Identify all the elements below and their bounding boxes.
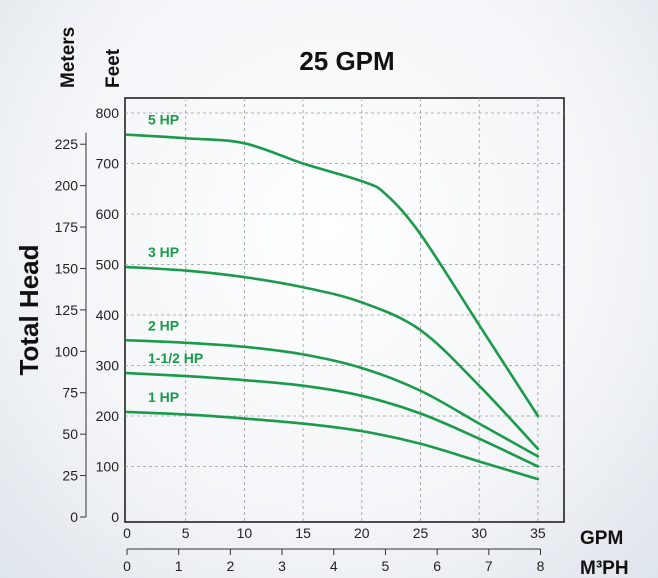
y-tick-label-meters: 0	[70, 509, 78, 525]
y-tick-label-feet: 300	[96, 358, 120, 374]
y-tick-label-feet: 600	[96, 206, 120, 222]
chart-title: 25 GPM	[299, 46, 394, 76]
gpm-unit-label: GPM	[580, 528, 623, 549]
x-tick-label-m3ph: 5	[382, 558, 390, 574]
series-line	[125, 338, 540, 458]
series-lines	[125, 133, 540, 481]
x-tick-label-m3ph: 0	[123, 558, 131, 574]
y-tick-label-feet: 500	[96, 257, 120, 273]
feet-unit-label: Feet	[103, 48, 124, 88]
y-tick-label-meters: 225	[55, 136, 79, 152]
y-tick-label-meters: 75	[62, 385, 78, 401]
plot-frame	[124, 97, 565, 523]
x-tick-label-gpm: 30	[471, 525, 487, 541]
x-tick-label-m3ph: 7	[485, 558, 493, 574]
y-tick-label-feet: 100	[96, 459, 120, 475]
series-line	[125, 410, 540, 481]
series-labels: 5 HP 3 HP 2 HP 1-1/2 HP 1 HP	[148, 112, 203, 405]
y-tick-label-feet: 200	[96, 408, 120, 424]
ticks: 0100200300400500600700800025507510012515…	[55, 105, 546, 574]
m3ph-unit-label: M³PH	[580, 558, 629, 578]
series-label: 5 HP	[148, 112, 179, 128]
x-tick-label-m3ph: 6	[433, 558, 441, 574]
y-tick-label-meters: 100	[55, 343, 79, 359]
y-axis-title: Total Head	[14, 245, 44, 376]
x-tick-label-m3ph: 4	[330, 558, 338, 574]
x-tick-label-gpm: 35	[530, 525, 546, 541]
meters-unit-label: Meters	[58, 27, 79, 88]
x-tick-label-gpm: 10	[237, 525, 253, 541]
x-tick-label-m3ph: 1	[175, 558, 183, 574]
x-tick-label-m3ph: 3	[278, 558, 286, 574]
x-tick-label-gpm: 5	[182, 525, 190, 541]
y-tick-label-meters: 200	[55, 178, 79, 194]
x-tick-label-m3ph: 2	[226, 558, 234, 574]
series-label: 1-1/2 HP	[148, 350, 203, 366]
y-tick-label-meters: 50	[62, 426, 78, 442]
y-tick-label-feet: 400	[96, 307, 120, 323]
y-tick-label-feet: 0	[111, 509, 119, 525]
x-tick-label-gpm: 0	[123, 525, 131, 541]
series-label: 3 HP	[148, 244, 179, 260]
y-tick-label-meters: 150	[55, 260, 79, 276]
y-tick-label-meters: 25	[62, 468, 78, 484]
series-line	[125, 371, 540, 468]
y-tick-label-meters: 175	[55, 219, 79, 235]
x-tick-label-gpm: 25	[413, 525, 429, 541]
series-line	[125, 265, 540, 451]
y-tick-label-feet: 800	[96, 105, 120, 121]
series-label: 2 HP	[148, 317, 179, 333]
series-line	[125, 133, 540, 418]
series-label: 1 HP	[148, 389, 179, 405]
x-tick-label-gpm: 15	[295, 525, 311, 541]
x-tick-label-gpm: 20	[354, 525, 370, 541]
y-tick-label-meters: 125	[55, 302, 79, 318]
y-tick-label-feet: 700	[96, 156, 120, 172]
grid	[125, 98, 564, 522]
x-tick-label-m3ph: 8	[537, 558, 545, 574]
